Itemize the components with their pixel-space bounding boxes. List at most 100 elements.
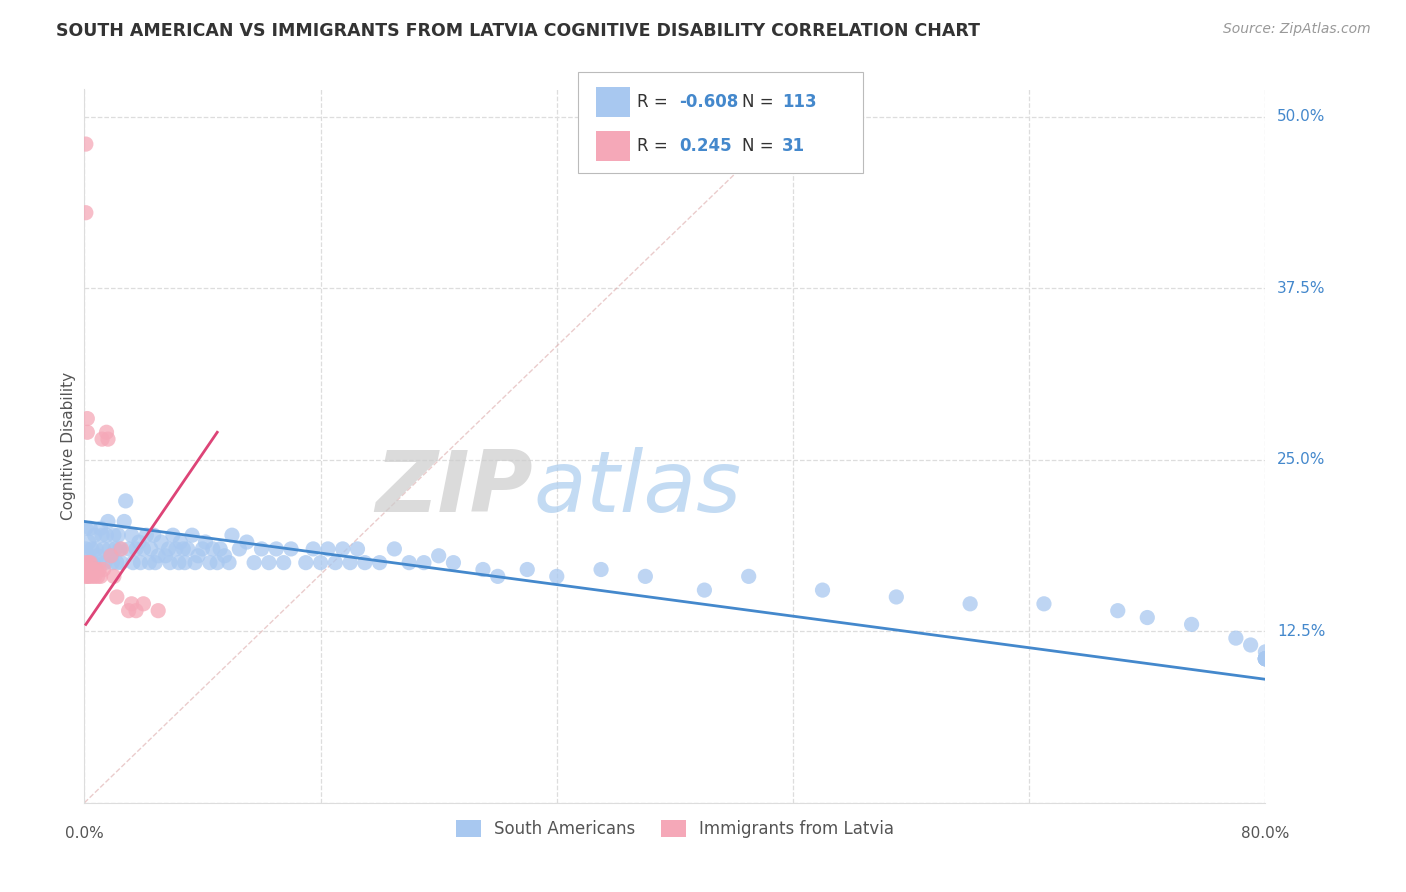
Point: [591, 562, 613, 576]
Point: [80, 569, 103, 583]
Point: [546, 569, 568, 583]
Text: Source: ZipAtlas.com: Source: ZipAtlas.com: [1223, 22, 1371, 37]
Point: [516, 562, 538, 576]
Point: [187, 549, 209, 563]
Point: [118, 604, 141, 618]
Point: [339, 556, 361, 570]
Point: [1254, 651, 1277, 665]
Y-axis label: Cognitive Disability: Cognitive Disability: [60, 372, 76, 520]
Point: [1254, 651, 1277, 665]
Point: [325, 556, 347, 570]
Point: [77, 535, 100, 549]
Text: R =: R =: [637, 93, 673, 111]
Point: [332, 541, 354, 556]
Point: [75, 556, 97, 570]
Point: [104, 541, 127, 556]
Point: [76, 425, 98, 440]
Text: 25.0%: 25.0%: [1277, 452, 1326, 467]
Point: [1240, 638, 1263, 652]
Point: [121, 528, 143, 542]
Text: N =: N =: [742, 93, 779, 111]
Point: [101, 556, 124, 570]
Text: 12.5%: 12.5%: [1277, 624, 1326, 639]
Point: [250, 541, 273, 556]
Point: [83, 569, 105, 583]
Point: [150, 535, 173, 549]
Point: [139, 541, 162, 556]
Point: [1254, 651, 1277, 665]
Point: [90, 569, 112, 583]
Point: [295, 556, 318, 570]
Text: 80.0%: 80.0%: [1241, 826, 1289, 841]
Point: [1254, 651, 1277, 665]
Text: 0.0%: 0.0%: [65, 826, 104, 841]
Point: [472, 562, 495, 576]
Point: [302, 541, 325, 556]
Point: [122, 556, 145, 570]
Point: [398, 556, 420, 570]
Point: [110, 541, 132, 556]
Point: [82, 562, 104, 576]
Point: [738, 569, 761, 583]
Point: [693, 583, 716, 598]
Point: [354, 556, 377, 570]
Point: [201, 541, 224, 556]
Point: [165, 541, 187, 556]
Point: [84, 562, 107, 576]
Point: [76, 569, 98, 583]
Point: [159, 556, 181, 570]
Point: [75, 205, 97, 219]
Point: [100, 549, 122, 563]
Text: 0.245: 0.245: [679, 137, 731, 155]
Point: [112, 515, 135, 529]
Point: [100, 549, 122, 563]
Point: [75, 137, 97, 152]
Point: [83, 528, 105, 542]
Text: 37.5%: 37.5%: [1277, 281, 1326, 295]
Point: [346, 541, 368, 556]
Point: [198, 556, 221, 570]
Point: [80, 541, 103, 556]
Point: [97, 432, 120, 446]
Point: [1254, 651, 1277, 665]
Point: [243, 556, 266, 570]
Point: [110, 556, 132, 570]
Point: [138, 556, 160, 570]
Point: [77, 556, 100, 570]
Point: [443, 556, 465, 570]
Point: [886, 590, 908, 604]
Point: [77, 569, 100, 583]
Point: [169, 535, 191, 549]
Point: [280, 541, 302, 556]
Point: [86, 569, 108, 583]
Point: [135, 528, 157, 542]
Point: [1033, 597, 1056, 611]
Point: [1136, 610, 1159, 624]
Point: [368, 556, 391, 570]
Point: [76, 549, 98, 563]
Point: [129, 556, 152, 570]
Point: [84, 541, 107, 556]
Point: [316, 541, 339, 556]
Text: R =: R =: [637, 137, 673, 155]
Point: [486, 569, 509, 583]
Point: [184, 556, 207, 570]
Point: [634, 569, 657, 583]
Point: [173, 556, 195, 570]
Point: [132, 541, 155, 556]
Point: [75, 562, 97, 576]
Point: [114, 494, 136, 508]
Point: [148, 604, 170, 618]
Point: [97, 515, 120, 529]
Point: [125, 604, 148, 618]
Point: [103, 528, 125, 542]
Point: [87, 562, 111, 576]
Point: [959, 597, 981, 611]
Point: [125, 541, 148, 556]
Text: ZIP: ZIP: [375, 447, 533, 531]
Point: [1181, 617, 1204, 632]
Point: [75, 541, 97, 556]
Point: [75, 556, 97, 570]
Point: [143, 556, 166, 570]
Point: [228, 541, 250, 556]
